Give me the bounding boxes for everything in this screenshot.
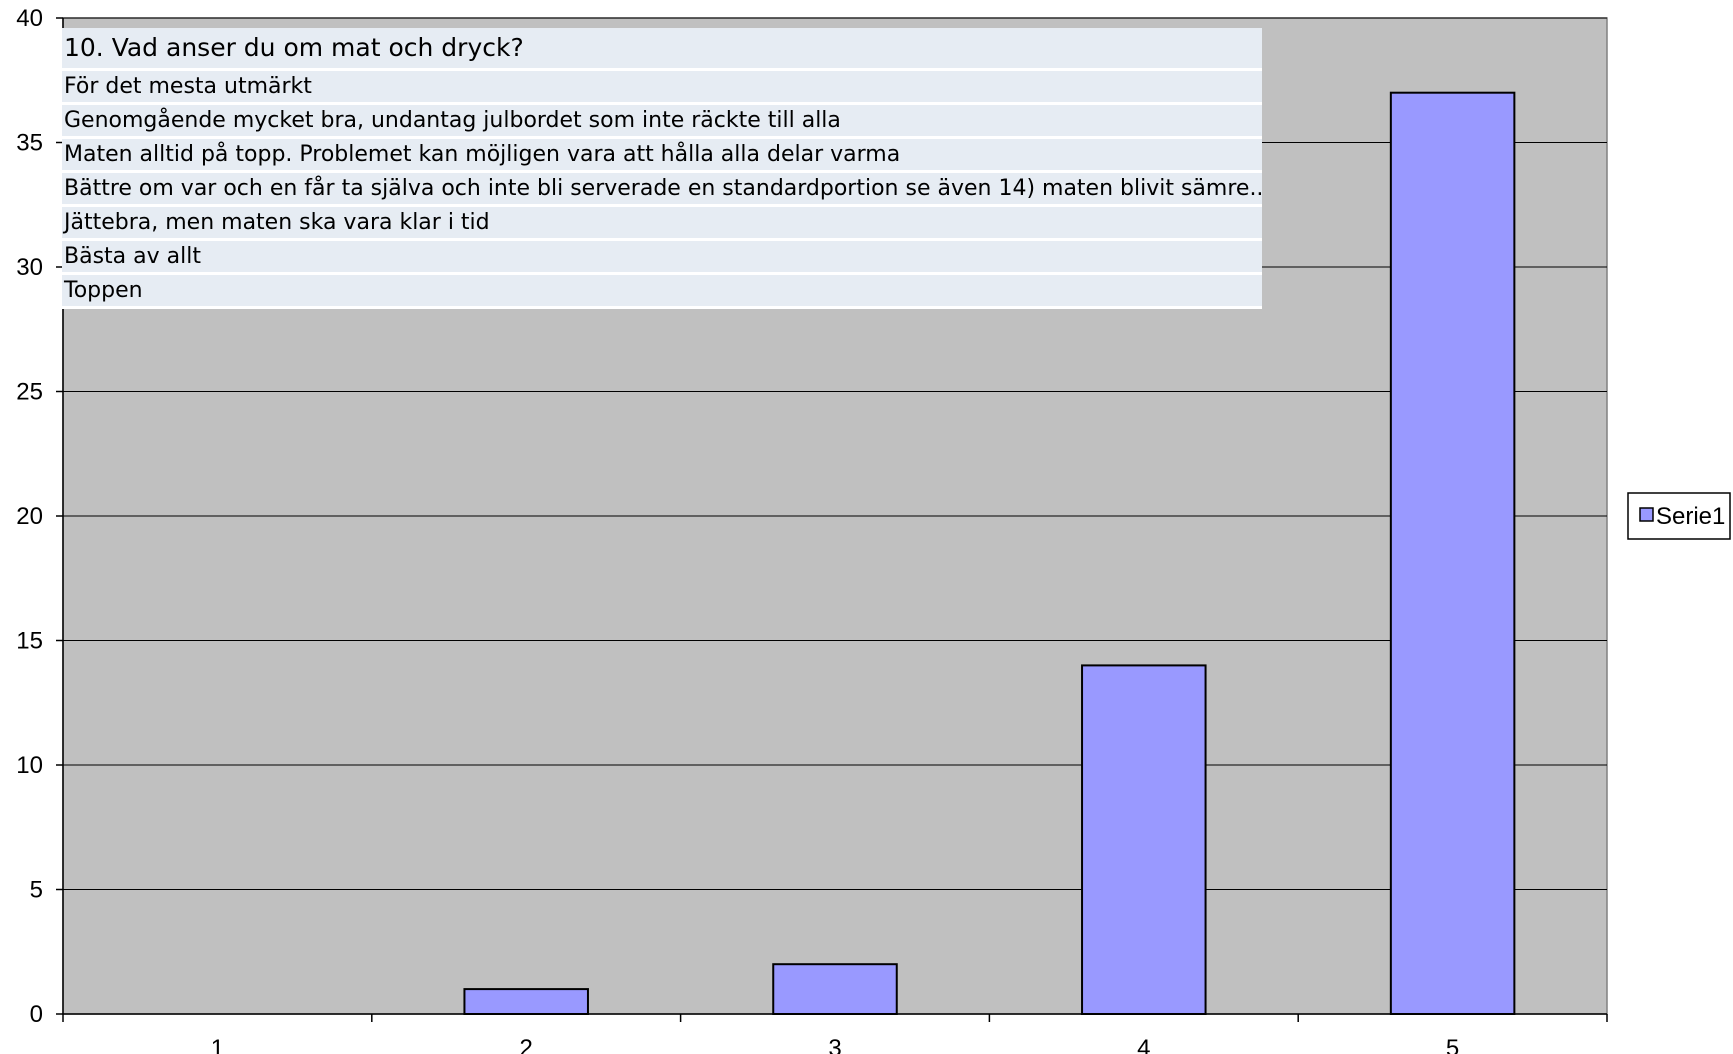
- x-tick-label: 3: [828, 1035, 841, 1054]
- legend-label-serie1: Serie1: [1656, 503, 1725, 530]
- bar-4: [1081, 664, 1207, 1016]
- bar-5: [1389, 91, 1516, 1015]
- x-tick-label: 1: [211, 1035, 224, 1054]
- x-tick-label: 4: [1137, 1035, 1150, 1054]
- y-tick-label: 10: [16, 752, 43, 779]
- comment-row: För det mesta utmärkt: [62, 71, 1262, 105]
- comment-row: Toppen: [62, 275, 1262, 309]
- bars: [463, 91, 1516, 1016]
- comment-table-title: 10. Vad anser du om mat och dryck?: [62, 28, 1262, 71]
- comment-row: Jättebra, men maten ska vara klar i tid: [62, 207, 1262, 241]
- y-tick-label: 0: [30, 1001, 43, 1028]
- comment-row: Genomgående mycket bra, undantag julbord…: [62, 105, 1262, 139]
- bar-2: [463, 988, 589, 1015]
- y-tick-label: 30: [16, 254, 43, 281]
- y-tick-label: 15: [16, 628, 43, 655]
- y-tick-label: 25: [16, 379, 43, 406]
- comment-row: Maten alltid på topp. Problemet kan möjl…: [62, 139, 1262, 173]
- legend: Serie1: [1627, 492, 1731, 540]
- legend-swatch-serie1: [1639, 507, 1654, 522]
- comment-row: Bästa av allt: [62, 241, 1262, 275]
- comment-table: 10. Vad anser du om mat och dryck? För d…: [62, 28, 1262, 309]
- x-axis-ticks: 1 2 3 4 5: [62, 1014, 1608, 1054]
- y-axis-ticks: 0 5 10 15 20 25 30 35 40: [16, 5, 63, 1028]
- comment-row: Bättre om var och en får ta själva och i…: [62, 173, 1262, 207]
- x-tick-label: 2: [520, 1035, 533, 1054]
- x-tick-label: 5: [1446, 1035, 1459, 1054]
- y-tick-label: 40: [16, 5, 43, 32]
- y-tick-label: 20: [16, 503, 43, 530]
- bar-3: [772, 963, 898, 1016]
- y-tick-label: 35: [16, 130, 43, 157]
- y-tick-label: 5: [30, 877, 43, 904]
